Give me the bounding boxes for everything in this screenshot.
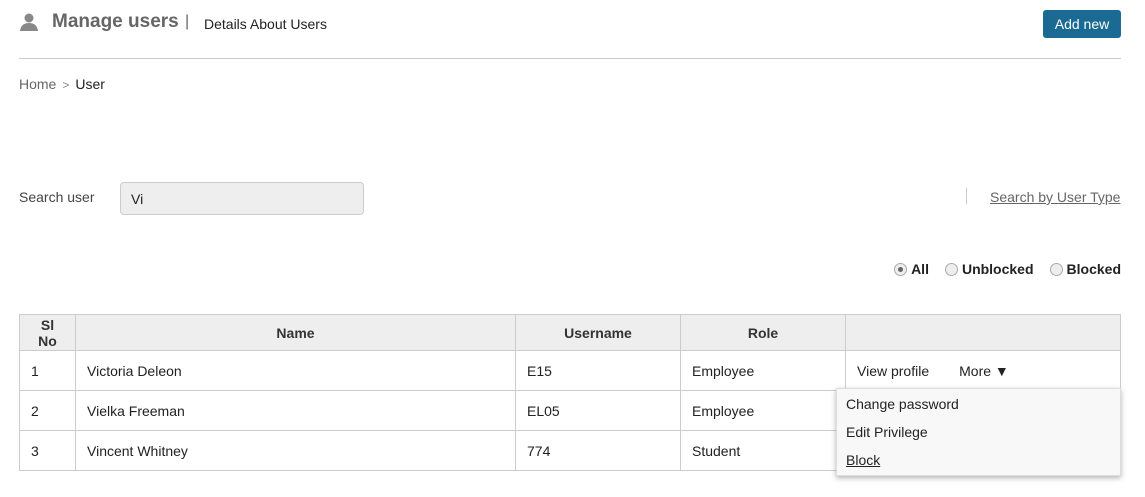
search-label: Search user	[19, 189, 95, 205]
view-profile-link[interactable]: View profile	[857, 362, 930, 379]
cell-username: EL05	[515, 390, 681, 431]
table-header: Sl No Name Username Role	[19, 314, 1121, 351]
divider	[966, 188, 967, 204]
page-subtitle: Details About Users	[204, 16, 327, 32]
more-dropdown-menu: Change password Edit Privilege Block	[836, 388, 1121, 476]
menu-item-edit-privilege[interactable]: Edit Privilege	[846, 424, 928, 440]
breadcrumb-separator: >	[62, 78, 70, 92]
cell-sl: 1	[19, 350, 76, 391]
page-title: Manage users	[52, 11, 179, 32]
radio-button[interactable]	[944, 262, 958, 276]
column-header: Sl No	[19, 314, 76, 351]
cell-role: Employee	[680, 350, 846, 391]
cell-role: Student	[680, 430, 846, 471]
menu-item-change-password[interactable]: Change password	[846, 396, 959, 412]
radio-button[interactable]	[894, 262, 908, 276]
table-row: 1 Victoria Deleon E15 Employee View prof…	[19, 350, 1121, 391]
status-filter: All Unblocked Blocked	[894, 261, 1121, 277]
radio-button[interactable]	[1049, 262, 1063, 276]
column-header: Role	[680, 314, 846, 351]
radio-unblocked[interactable]: Unblocked	[944, 261, 1034, 277]
add-new-button[interactable]: Add new	[1043, 10, 1121, 38]
divider	[19, 58, 1121, 59]
search-by-user-type-link[interactable]: Search by User Type	[990, 189, 1121, 205]
user-icon	[20, 13, 38, 31]
radio-label: Blocked	[1066, 261, 1121, 277]
cell-name: Vincent Whitney	[75, 430, 516, 471]
cell-sl: 3	[19, 430, 76, 471]
cell-sl: 2	[19, 390, 76, 431]
column-header: Username	[515, 314, 681, 351]
more-dropdown-button[interactable]: More ▼	[959, 362, 1009, 379]
radio-label: All	[911, 261, 929, 277]
radio-all[interactable]: All	[894, 261, 929, 277]
search-input[interactable]	[120, 182, 364, 215]
cell-name: Victoria Deleon	[75, 350, 516, 391]
column-header: Name	[75, 314, 516, 351]
breadcrumb-home[interactable]: Home	[19, 76, 57, 92]
breadcrumb-current: User	[75, 76, 105, 92]
radio-label: Unblocked	[961, 261, 1034, 277]
cell-username: E15	[515, 350, 681, 391]
column-header	[845, 314, 1121, 351]
title-separator: |	[185, 13, 190, 30]
breadcrumb: Home > User	[19, 76, 105, 92]
cell-username: 774	[515, 430, 681, 471]
radio-blocked[interactable]: Blocked	[1049, 261, 1121, 277]
users-table: Sl No Name Username Role 1 Victoria Dele…	[19, 314, 1121, 471]
cell-name: Vielka Freeman	[75, 390, 516, 431]
cell-actions: View profile More ▼	[845, 350, 1121, 391]
menu-item-block[interactable]: Block	[846, 452, 881, 468]
cell-role: Employee	[680, 390, 846, 431]
